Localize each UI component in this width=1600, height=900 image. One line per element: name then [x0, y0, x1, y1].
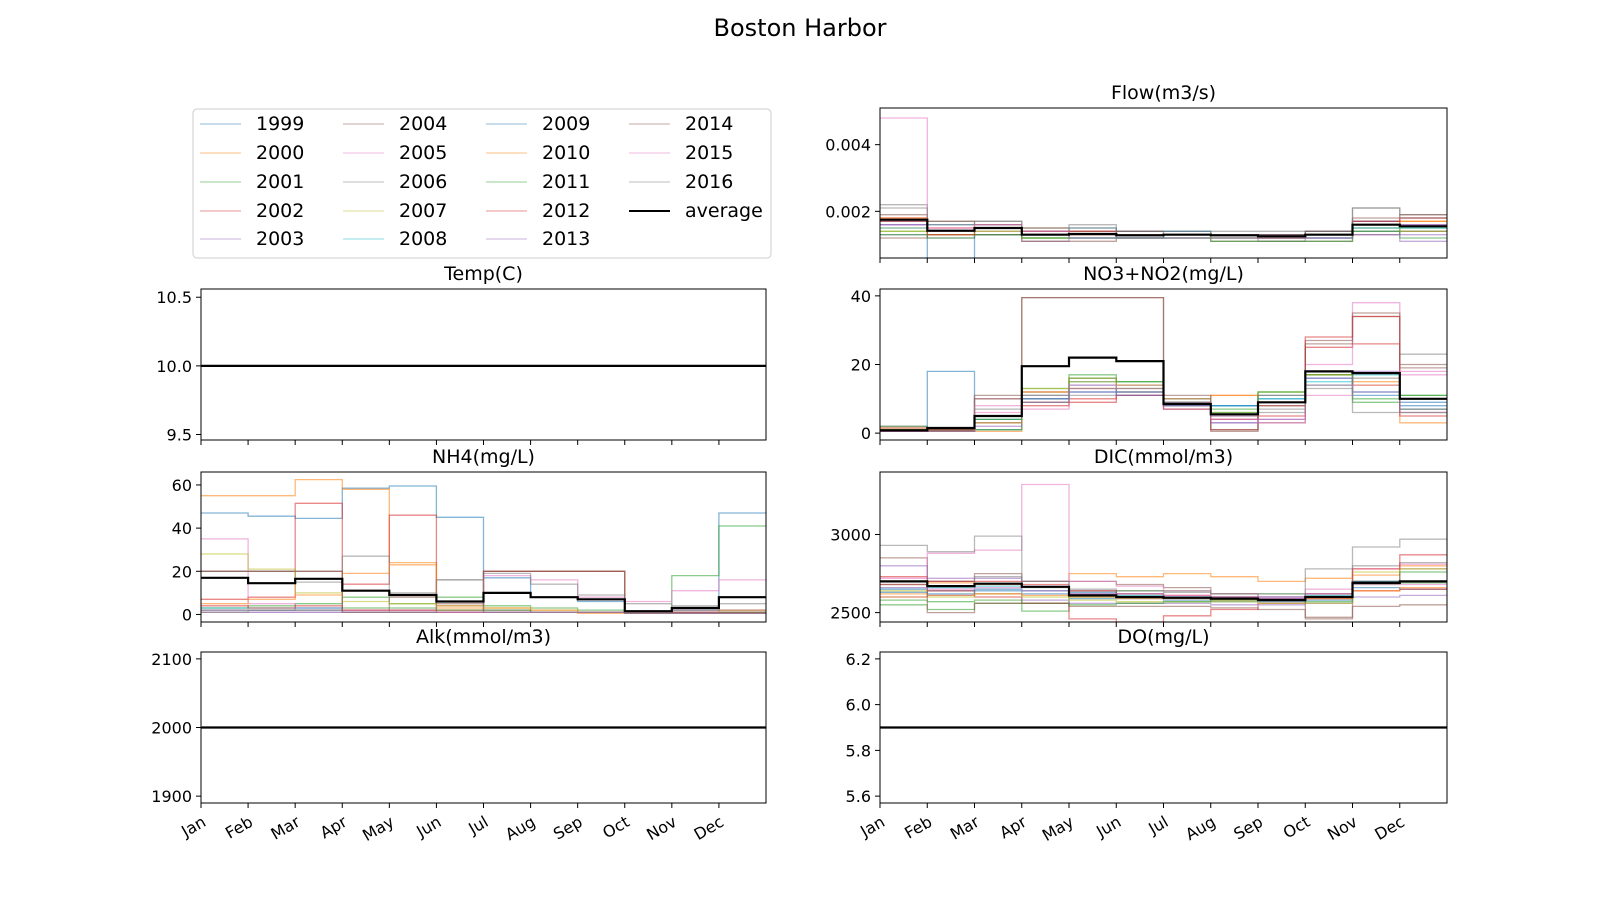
legend-entry-2016: 2016	[629, 171, 733, 193]
y-tick-label: 20	[851, 356, 871, 375]
legend-entry-2014: 2014	[629, 113, 733, 135]
legend-entry-2015: 2015	[629, 142, 733, 164]
panel-title: DO(mg/L)	[1118, 626, 1210, 648]
legend: 1999 2000 2001 2002 2003 2004 2005 2006 2007 2008…	[192, 108, 772, 259]
series-average	[880, 580, 1447, 602]
legend-entry-2007: 2007	[343, 200, 447, 222]
legend-label: average	[685, 200, 763, 222]
y-tick-label: 1900	[151, 787, 192, 806]
axes-frame	[879, 471, 1448, 623]
legend-label: 2009	[542, 113, 590, 135]
legend-label: 2002	[256, 200, 304, 222]
legend-entry-2005: 2005	[343, 142, 447, 164]
legend-label: 2000	[256, 142, 304, 164]
legend-label: 2015	[685, 142, 733, 164]
y-tick-label: 40	[851, 287, 871, 306]
axes-frame	[879, 288, 1448, 441]
legend-label: 2001	[256, 171, 304, 193]
axes-frame	[200, 651, 767, 804]
legend-entry-2008: 2008	[343, 228, 447, 250]
y-tick-label: 0	[182, 605, 192, 624]
legend-entry-2010: 2010	[486, 142, 590, 164]
legend-entry-2003: 2003	[200, 228, 304, 250]
series-average	[880, 356, 1447, 432]
series-2014	[880, 583, 1447, 618]
plot-area	[880, 296, 1447, 433]
y-tick-label: 10.0	[156, 357, 192, 376]
y-tick-label: 10.5	[156, 288, 192, 307]
axes-frame	[200, 288, 767, 441]
legend-entry-2013: 2013	[486, 228, 590, 250]
y-tick-label: 2000	[151, 719, 192, 738]
y-tick-label: 2500	[830, 604, 871, 623]
legend-entry-2001: 2001	[200, 171, 304, 193]
legend-entry-2009: 2009	[486, 113, 590, 135]
plot-area	[880, 117, 1447, 258]
y-tick-label: 20	[172, 562, 192, 581]
legend-frame	[192, 108, 772, 259]
legend-entry-2012: 2012	[486, 200, 590, 222]
legend-label: 2008	[399, 228, 447, 250]
legend-label: 2013	[542, 228, 590, 250]
panel-title: NH4(mg/L)	[432, 446, 535, 468]
panel-title: DIC(mmol/m3)	[1094, 446, 1233, 468]
series-2016	[201, 579, 766, 615]
legend-entry-1999: 1999	[200, 113, 304, 135]
legend-label: 2016	[685, 171, 733, 193]
y-tick-label: 0	[861, 424, 871, 443]
plot-area	[880, 483, 1447, 622]
y-tick-label: 5.6	[846, 787, 871, 806]
legend-label: 2012	[542, 200, 590, 222]
legend-entry-2006: 2006	[343, 171, 447, 193]
panel-title: Flow(m3/s)	[1111, 82, 1216, 104]
y-tick-label: 5.8	[846, 741, 871, 760]
panel-title: Alk(mmol/m3)	[416, 626, 551, 648]
legend-entry-2002: 2002	[200, 200, 304, 222]
legend-label: 1999	[256, 113, 304, 135]
panel-title: NO3+NO2(mg/L)	[1083, 263, 1244, 285]
legend-label: 2014	[685, 113, 733, 135]
series-2015	[880, 583, 1447, 598]
panel-title: Temp(C)	[443, 263, 523, 285]
y-tick-label: 9.5	[167, 426, 192, 445]
legend-label: 2006	[399, 171, 447, 193]
y-tick-label: 2100	[151, 650, 192, 669]
legend-entry-average: average	[629, 200, 763, 222]
panel-nh4: NH4(mg/L) 0 20 40 60	[172, 446, 767, 627]
panel-temp: Temp(C) 9.5 10.0 10.5	[156, 263, 767, 445]
plot-area	[201, 478, 766, 615]
legend-entry-2000: 2000	[200, 142, 304, 164]
axes-frame	[879, 107, 1448, 259]
legend-entry-2004: 2004	[343, 113, 447, 135]
legend-label: 2003	[256, 228, 304, 250]
y-tick-label: 6.0	[846, 696, 871, 715]
series-average	[880, 218, 1447, 238]
series-average	[201, 576, 766, 613]
axes-frame	[879, 651, 1448, 804]
figure-title: Boston Harbor	[714, 14, 887, 42]
legend-label: 2010	[542, 142, 590, 164]
axes-frame	[200, 471, 767, 623]
panel-dic: DIC(mmol/m3) 2500 3000	[830, 446, 1448, 627]
series-2014	[880, 296, 1447, 433]
panel-flow: Flow(m3/s) 0.002 0.004	[825, 82, 1448, 263]
y-tick-label: 0.002	[825, 202, 871, 221]
legend-label: 2011	[542, 171, 590, 193]
legend-label: 2004	[399, 113, 447, 135]
y-tick-label: 0.004	[825, 136, 871, 155]
y-tick-label: 60	[172, 476, 192, 495]
panel-no3: NO3+NO2(mg/L) 0 20 40	[851, 263, 1448, 445]
y-tick-label: 6.2	[846, 650, 871, 669]
legend-label: 2007	[399, 200, 447, 222]
y-tick-label: 3000	[830, 526, 871, 545]
series-2016	[880, 535, 1447, 595]
y-tick-label: 40	[172, 519, 192, 538]
legend-label: 2005	[399, 142, 447, 164]
legend-entry-2011: 2011	[486, 171, 590, 193]
